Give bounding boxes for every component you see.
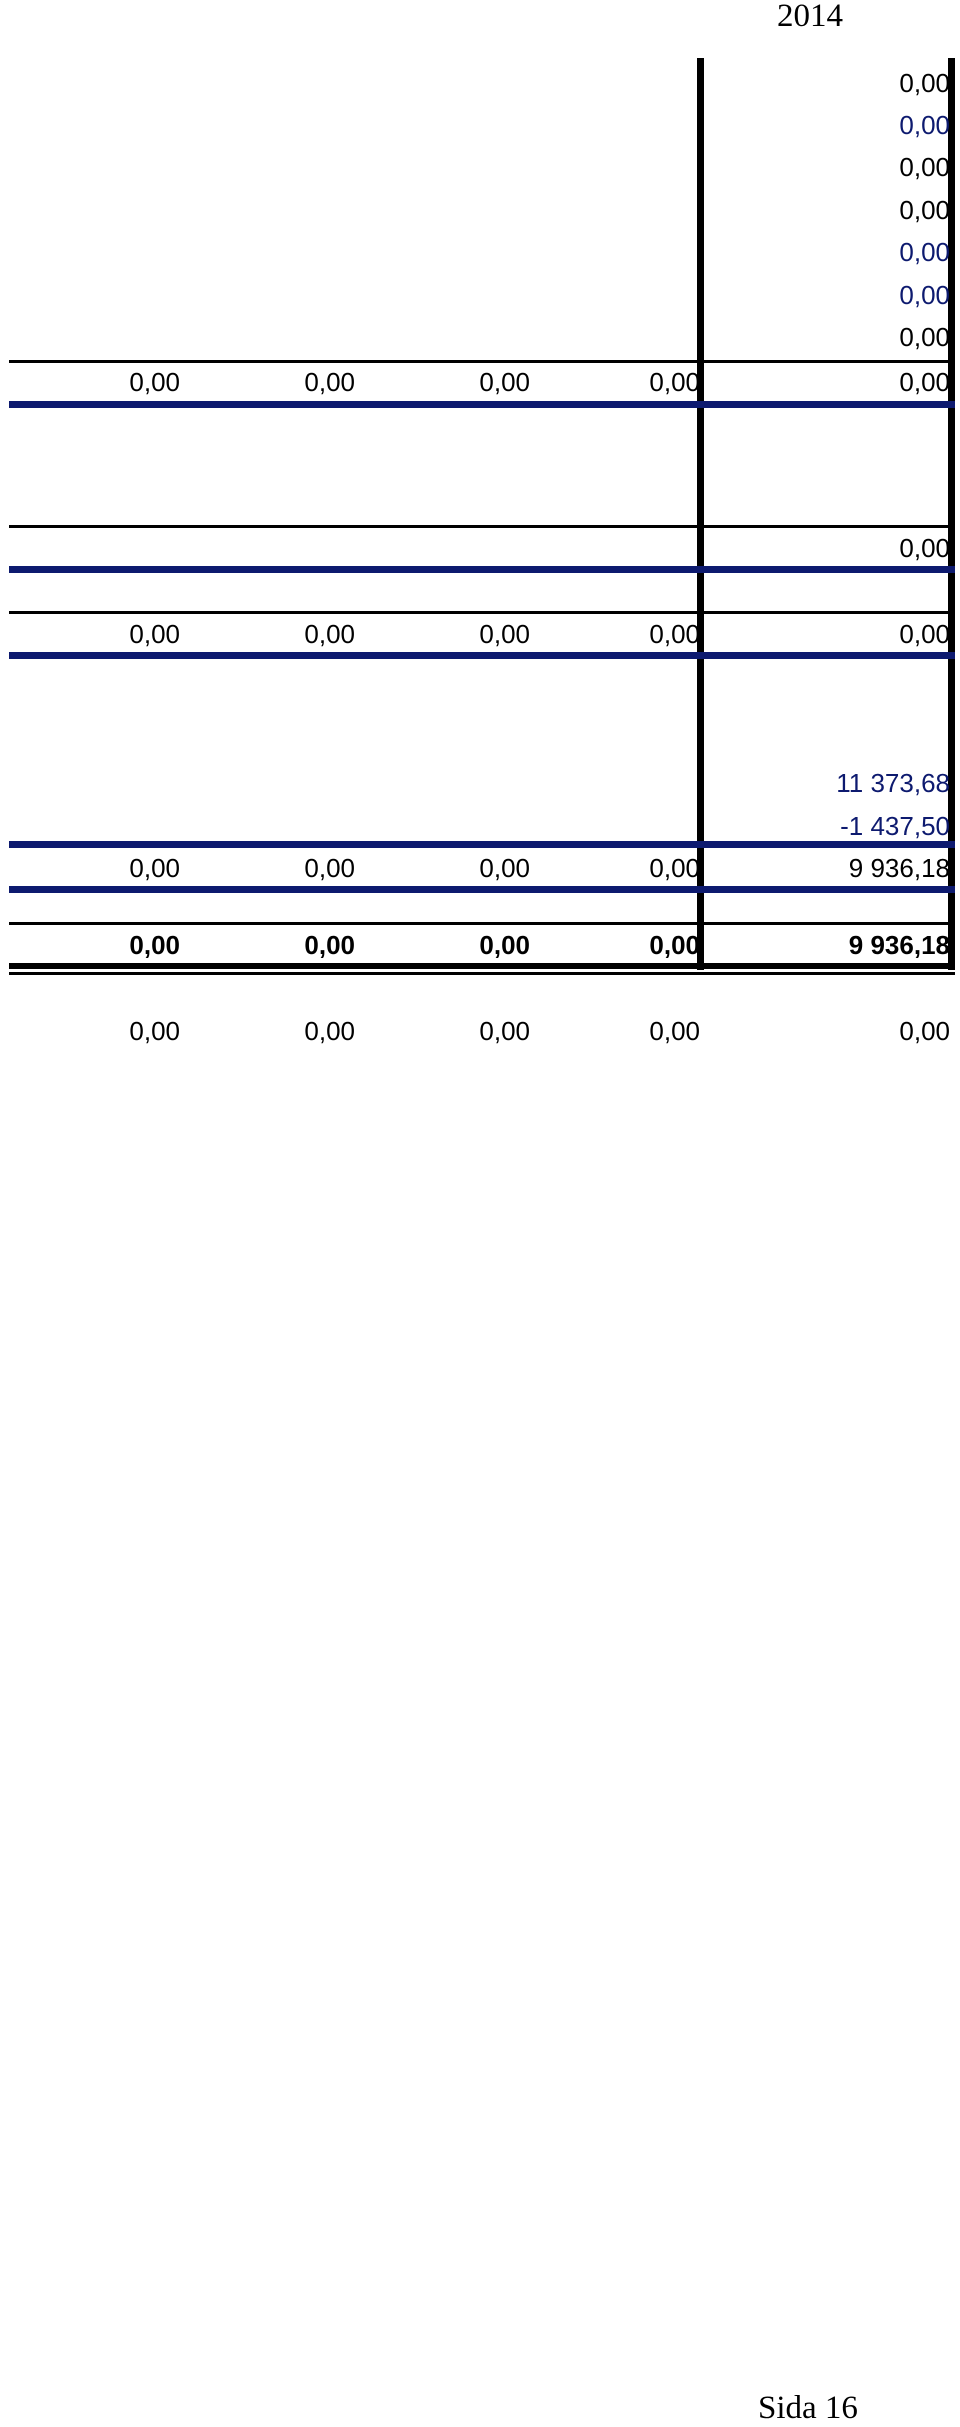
row-separator bbox=[9, 922, 955, 925]
subtotal-cell: 0,00 bbox=[649, 853, 700, 883]
value-cell: 0,00 bbox=[899, 110, 950, 140]
value-cell: 0,00 bbox=[899, 195, 950, 225]
subtotal-overline bbox=[9, 841, 955, 848]
subtotal-cell: 0,00 bbox=[304, 367, 355, 397]
subtotal-cell: 0,00 bbox=[479, 367, 530, 397]
column-divider-vertical bbox=[697, 58, 704, 970]
value-cell: 0,00 bbox=[899, 237, 950, 267]
total-double-underline bbox=[9, 963, 955, 969]
value-cell: 0,00 bbox=[899, 322, 950, 352]
summary-cell: 0,00 bbox=[479, 1016, 530, 1046]
subtotal-cell: 0,00 bbox=[649, 619, 700, 649]
summary-cell: 0,00 bbox=[129, 1016, 180, 1046]
grand-total-cell: 0,00 bbox=[479, 930, 530, 960]
value-cell: 0,00 bbox=[899, 68, 950, 98]
subtotal-underline bbox=[9, 886, 955, 893]
grand-total-cell: 9 936,18 bbox=[848, 930, 950, 960]
subtotal-cell: 0,00 bbox=[304, 619, 355, 649]
summary-cell: 0,00 bbox=[899, 1016, 950, 1046]
subtotal-cell: 0,00 bbox=[899, 367, 950, 397]
subtotal-cell: 0,00 bbox=[479, 619, 530, 649]
value-cell: -1 437,50 bbox=[840, 811, 950, 841]
grand-total-cell: 0,00 bbox=[304, 930, 355, 960]
subtotal-cell: 0,00 bbox=[129, 367, 180, 397]
summary-cell: 0,00 bbox=[304, 1016, 355, 1046]
subtotal-cell: 0,00 bbox=[129, 619, 180, 649]
page-number: Sida 16 bbox=[758, 2390, 858, 2426]
subtotal-cell: 0,00 bbox=[479, 853, 530, 883]
subtotal-underline bbox=[9, 401, 955, 408]
grand-total-cell: 0,00 bbox=[129, 930, 180, 960]
grand-total-cell: 0,00 bbox=[649, 930, 700, 960]
subtotal-cell: 0,00 bbox=[129, 853, 180, 883]
row-separator bbox=[9, 611, 955, 614]
table-right-border bbox=[948, 58, 955, 970]
row-separator bbox=[9, 360, 955, 363]
summary-cell: 0,00 bbox=[649, 1016, 700, 1046]
value-cell: 11 373,68 bbox=[836, 768, 950, 798]
subtotal-underline bbox=[9, 652, 955, 659]
value-cell: 0,00 bbox=[899, 152, 950, 182]
subtotal-cell: 0,00 bbox=[304, 853, 355, 883]
subtotal-underline bbox=[9, 566, 955, 573]
row-separator bbox=[9, 525, 955, 528]
subtotal-cell: 0,00 bbox=[899, 619, 950, 649]
total-double-underline-lower bbox=[9, 972, 955, 975]
value-cell: 0,00 bbox=[899, 280, 950, 310]
subtotal-cell: 9 936,18 bbox=[848, 853, 950, 883]
subtotal-cell: 0,00 bbox=[649, 367, 700, 397]
value-cell: 0,00 bbox=[899, 533, 950, 563]
column-year-header: 2014 bbox=[777, 0, 843, 34]
